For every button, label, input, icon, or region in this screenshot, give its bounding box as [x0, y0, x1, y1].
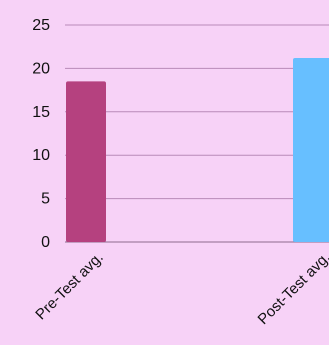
bar-post-test-avg: [293, 57, 329, 242]
y-tick-label: 10: [32, 147, 50, 164]
bar-pre-test-avg: [66, 81, 106, 242]
grid-layer: [65, 24, 329, 243]
y-tick-label: 20: [32, 60, 50, 77]
y-tick-label: 15: [32, 104, 50, 121]
x-tick-label: Post-Test avg.: [255, 249, 329, 328]
x-axis-labels: Pre-Test avg. Post-Test avg.: [32, 249, 329, 328]
bars-layer: [66, 57, 329, 242]
y-tick-label: 5: [41, 191, 50, 208]
x-tick-label: Pre-Test avg.: [32, 249, 107, 324]
y-tick-label: 0: [41, 234, 50, 251]
y-tick-label: 25: [32, 17, 50, 34]
y-axis-ticks: 0 5 10 15 20 25: [32, 17, 50, 251]
